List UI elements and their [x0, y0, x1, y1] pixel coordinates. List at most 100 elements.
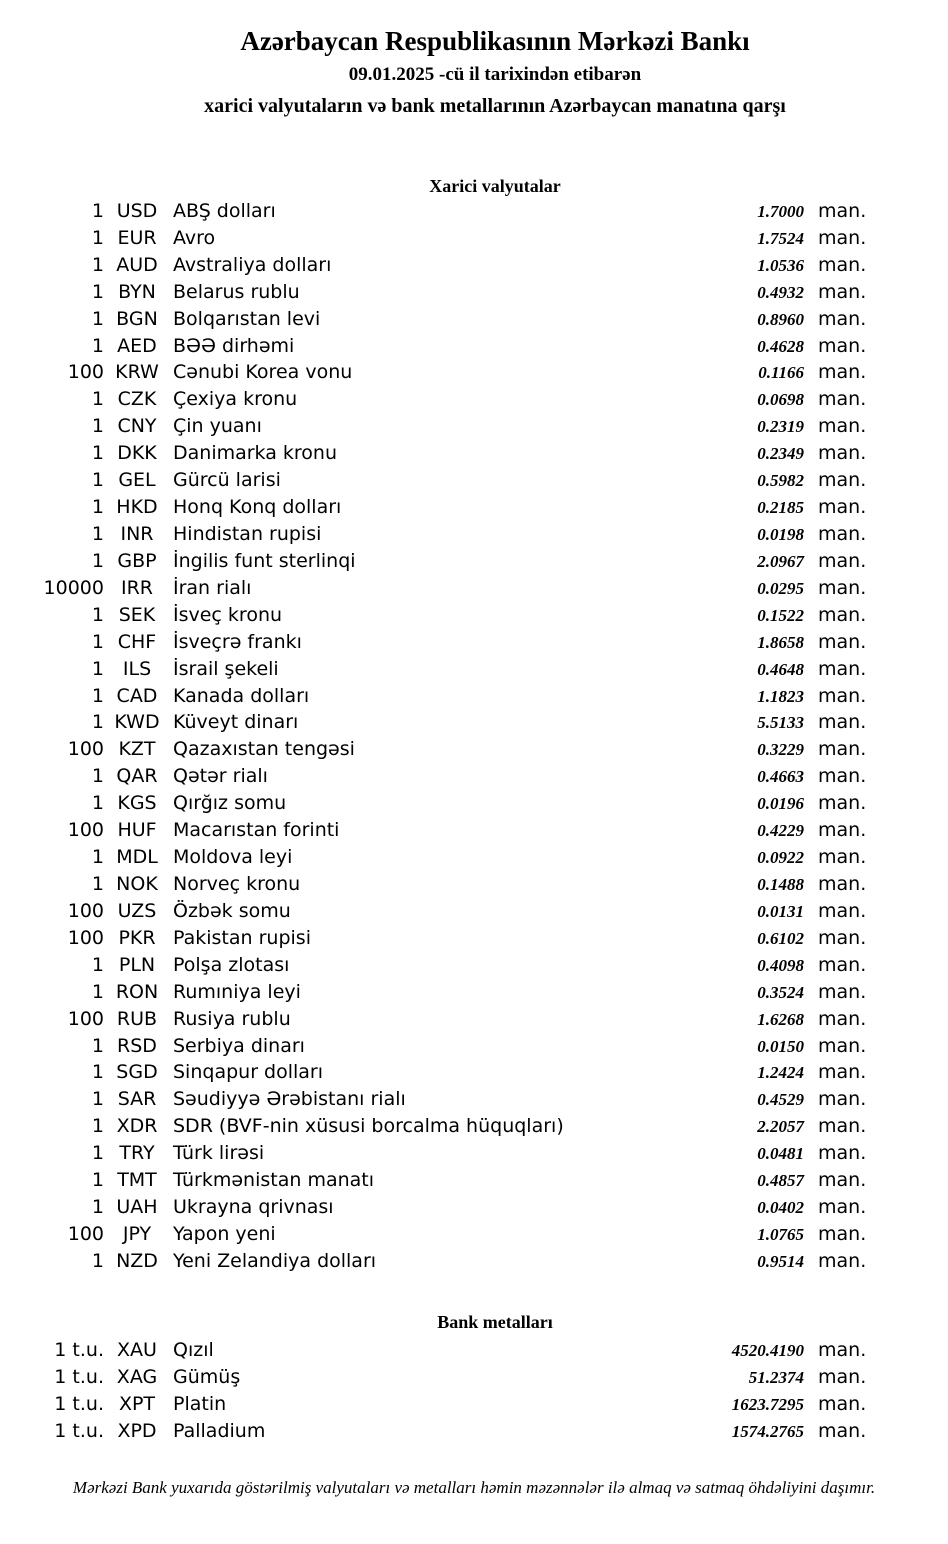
currency-quantity: 1	[91, 1115, 104, 1138]
currency-name: Belarus rublu	[173, 280, 300, 303]
unit-label: man.	[818, 846, 867, 869]
unit-label: man.	[818, 576, 867, 599]
currency-quantity: 100	[67, 1222, 104, 1245]
currency-rates-table: 1 USD ABŞ dolları 1.7000 man. 1 EUR Avro…	[0, 198, 948, 1275]
currency-code: BYN	[118, 280, 156, 303]
currency-rate: 0.3524	[757, 982, 804, 1002]
currency-quantity: 1	[91, 873, 104, 895]
currency-rate: 0.1488	[757, 875, 804, 894]
currency-rate-row: 1 TRY Türk lirəsi 0.0481 man.	[0, 1140, 948, 1167]
unit-label: man.	[818, 1365, 867, 1388]
metal-rates-table: 1 t.u. XAU Qızıl 4520.4190 man. 1 t.u. X…	[0, 1337, 948, 1445]
currency-rate-row: 1 GEL Gürcü larisi 0.5982 man.	[0, 467, 948, 494]
currency-rate-row: 1 TMT Türkmənistan manatı 0.4857 man.	[0, 1167, 948, 1194]
currency-name: Türk lirəsi	[173, 1142, 265, 1165]
currency-rate-row: 1 RSD Serbiya dinarı 0.0150 man.	[0, 1033, 948, 1060]
unit-label: man.	[818, 819, 867, 842]
currency-rate: 0.4932	[757, 282, 804, 302]
metal-code: XPD	[117, 1419, 157, 1442]
currency-rate: 0.4648	[757, 659, 804, 679]
currency-quantity: 1	[91, 388, 104, 411]
unit-label: man.	[818, 361, 867, 384]
currency-name: Norveç kronu	[173, 873, 301, 895]
currency-rate-row: 1 ILS İsrail şekeli 0.4648 man.	[0, 656, 948, 683]
currency-quantity: 1	[91, 523, 104, 546]
unit-label: man.	[818, 496, 867, 519]
unit-label: man.	[818, 469, 867, 492]
unit-label: man.	[818, 549, 867, 572]
currency-name: Cənubi Korea vonu	[173, 361, 353, 384]
currency-rate-row: 1 UAH Ukrayna qrivnası 0.0402 man.	[0, 1194, 948, 1221]
currency-quantity: 1	[91, 846, 104, 869]
currency-name: Macarıstan forinti	[173, 819, 340, 842]
metal-code: XPT	[118, 1392, 156, 1415]
currency-name: Yeni Zelandiya dolları	[173, 1249, 377, 1272]
currency-name: Gürcü larisi	[173, 469, 281, 492]
metal-code: XAG	[116, 1365, 158, 1388]
currency-quantity: 1	[91, 442, 104, 465]
unit-label: man.	[818, 899, 867, 922]
currency-rate: 0.2349	[757, 444, 804, 464]
currency-quantity: 1	[91, 684, 104, 707]
currency-rate-row: 1 RON Rumıniya leyi 0.3524 man.	[0, 979, 948, 1006]
currency-quantity: 1	[91, 307, 104, 330]
currency-rate-row: 100 KZT Qazaxıstan tengəsi 0.3229 man.	[0, 736, 948, 763]
currency-name: Rusiya rublu	[173, 1007, 291, 1030]
currency-code: HKD	[116, 496, 158, 519]
currency-code: AUD	[116, 253, 158, 276]
currency-name: Türkmənistan manatı	[173, 1169, 375, 1192]
currency-rate: 0.4857	[757, 1171, 804, 1191]
currency-rate: 1.2424	[757, 1063, 804, 1083]
currency-rate-row: 1 MDL Moldova leyi 0.0922 man.	[0, 844, 948, 871]
currency-rate-row: 1 USD ABŞ dolları 1.7000 man.	[0, 198, 948, 225]
currency-rate-row: 1 AUD Avstraliya dolları 1.0536 man.	[0, 252, 948, 279]
currency-name: BƏƏ dirhəmi	[173, 334, 295, 357]
unit-label: man.	[818, 1061, 867, 1084]
currency-quantity: 10000	[43, 576, 104, 599]
currency-rate-row: 1 AED BƏƏ dirhəmi 0.4628 man.	[0, 333, 948, 360]
currency-rate: 0.2185	[757, 498, 804, 518]
unit-label: man.	[818, 1222, 867, 1245]
metal-rate: 1574.2765	[731, 1421, 804, 1441]
currency-quantity: 100	[67, 361, 104, 384]
currency-quantity: 100	[67, 738, 104, 761]
currency-rate-row: 1 HKD Honq Konq dolları 0.2185 man.	[0, 494, 948, 521]
currency-code: INR	[120, 523, 154, 546]
currency-rate-row: 1 DKK Danimarka kronu 0.2349 man.	[0, 440, 948, 467]
currency-rate-row: 1 BGN Bolqarıstan levi 0.8960 man.	[0, 306, 948, 333]
currency-rate-row: 1 SGD Sinqapur dolları 1.2424 man.	[0, 1060, 948, 1087]
currency-rate: 0.0295	[757, 578, 804, 598]
currency-name: İsveçrə frankı	[173, 630, 302, 653]
currency-rate: 0.6102	[757, 928, 804, 948]
metal-rate-row: 1 t.u. XAG Gümüş 51.2374 man.	[0, 1364, 948, 1391]
metal-rate-row: 1 t.u. XAU Qızıl 4520.4190 man.	[0, 1337, 948, 1364]
currency-rate: 1.1823	[757, 686, 804, 706]
currency-rate-row: 1 SAR Səudiyyə Ərəbistanı rialı 0.4529 m…	[0, 1086, 948, 1113]
currency-name: Bolqarıstan levi	[173, 307, 321, 330]
currency-quantity: 1	[91, 1196, 104, 1219]
currency-code: IRR	[120, 576, 153, 599]
currency-quantity: 1	[91, 226, 104, 249]
unit-label: man.	[818, 307, 867, 330]
currency-rate: 1.7000	[757, 201, 804, 221]
currency-rate-row: 100 KRW Cənubi Korea vonu 0.1166 man.	[0, 360, 948, 387]
metal-name: Gümüş	[173, 1365, 241, 1388]
currency-rate-row: 1 BYN Belarus rublu 0.4932 man.	[0, 279, 948, 306]
unit-label: man.	[818, 980, 867, 1003]
currency-code: SAR	[117, 1088, 157, 1111]
currency-rate-row: 10000 IRR İran rialı 0.0295 man.	[0, 575, 948, 602]
currency-code: PLN	[118, 953, 156, 976]
currency-rate: 0.2319	[757, 417, 804, 437]
currency-rate: 0.1166	[758, 363, 804, 383]
unit-label: man.	[818, 1196, 867, 1219]
currency-name: Yapon yeni	[173, 1222, 276, 1245]
currency-name: ABŞ dolları	[173, 199, 276, 222]
unit-label: man.	[818, 873, 867, 895]
currency-code: EUR	[117, 226, 157, 249]
currency-rate: 0.1522	[757, 605, 804, 625]
currency-name: Qazaxıstan tengəsi	[173, 738, 355, 761]
currency-rate-row: 1 CZK Çexiya kronu 0.0698 man.	[0, 386, 948, 413]
currency-code: GBP	[117, 549, 157, 572]
metal-quantity: 1 t.u.	[54, 1392, 104, 1415]
